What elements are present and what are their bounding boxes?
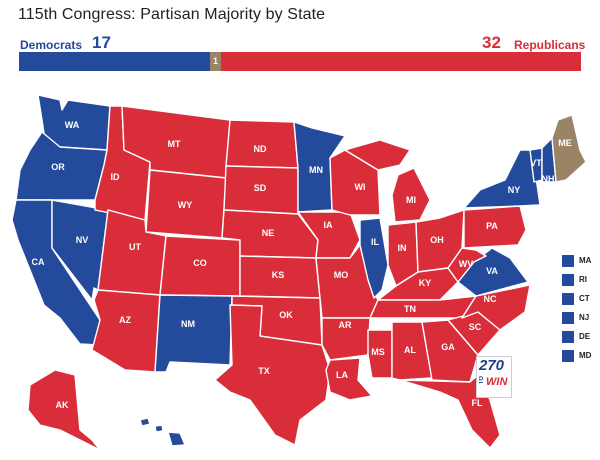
label-mo: MO	[334, 270, 349, 280]
label-mt: MT	[168, 139, 181, 149]
state-tn[interactable]	[369, 295, 477, 319]
state-ms[interactable]	[367, 329, 393, 379]
label-il: IL	[371, 237, 380, 247]
label-ny: NY	[508, 185, 521, 195]
label-tx: TX	[258, 366, 270, 376]
label-az: AZ	[119, 315, 131, 325]
state-ak[interactable]	[27, 369, 101, 451]
label-wa: WA	[65, 120, 80, 130]
label-oh: OH	[430, 235, 444, 245]
label-ut: UT	[129, 242, 141, 252]
small-state-box-md[interactable]	[561, 349, 575, 363]
label-fl: FL	[472, 398, 483, 408]
small-state-label-ri: RI	[579, 275, 587, 284]
republican-bar-segment	[221, 52, 581, 71]
small-state-label-ma: MA	[579, 256, 592, 265]
label-wy: WY	[178, 200, 193, 210]
label-hi: HI	[166, 444, 175, 454]
label-ga: GA	[441, 342, 455, 352]
state-me[interactable]	[551, 114, 587, 183]
label-id: ID	[111, 172, 121, 182]
state-az[interactable]	[91, 289, 161, 373]
label-ia: IA	[324, 220, 334, 230]
small-state-label-de: DE	[579, 332, 591, 341]
270towin-logo[interactable]: 270 TO WIN	[476, 356, 512, 398]
map-title: 115th Congress: Partisan Majority by Sta…	[18, 6, 326, 23]
logo-to: TO	[479, 376, 485, 385]
logo-number: 270	[479, 357, 505, 374]
state-wv[interactable]	[447, 247, 487, 283]
label-mn: MN	[309, 165, 323, 175]
small-state-box-nj[interactable]	[561, 311, 575, 325]
small-state-box-de[interactable]	[561, 330, 575, 344]
label-vt: VT	[530, 158, 542, 168]
small-state-label-nj: NJ	[579, 313, 590, 322]
state-mi[interactable]	[344, 139, 431, 223]
label-mi: MI	[406, 195, 416, 205]
state-tx[interactable]	[214, 304, 331, 446]
label-al: AL	[404, 345, 416, 355]
label-ak: AK	[56, 400, 69, 410]
small-state-box-ri[interactable]	[561, 273, 575, 287]
tie-count: 1	[212, 56, 218, 66]
label-wi: WI	[355, 182, 366, 192]
label-nm: NM	[181, 319, 195, 329]
small-state-box-ct[interactable]	[561, 292, 575, 306]
state-fl[interactable]	[399, 374, 501, 449]
label-sd: SD	[254, 183, 267, 193]
label-in: IN	[398, 243, 407, 253]
label-ms: MS	[371, 347, 385, 357]
logo-win: WIN	[486, 376, 508, 388]
label-ar: AR	[339, 320, 352, 330]
label-or: OR	[51, 162, 65, 172]
label-nd: ND	[254, 144, 267, 154]
state-al[interactable]	[391, 321, 433, 381]
democrats-count: 17	[92, 33, 111, 52]
state-ny[interactable]	[463, 149, 541, 209]
state-nm[interactable]	[154, 294, 233, 373]
label-ky: KY	[419, 278, 432, 288]
state-il[interactable]	[359, 217, 389, 299]
label-ok: OK	[279, 310, 293, 320]
label-ne: NE	[262, 228, 275, 238]
label-nh: NH	[542, 174, 555, 184]
label-ca: CA	[32, 257, 45, 267]
state-hi[interactable]	[139, 417, 186, 447]
label-nc: NC	[484, 294, 497, 304]
state-ga[interactable]	[421, 319, 479, 383]
label-tn: TN	[404, 304, 416, 314]
small-state-label-ct: CT	[579, 294, 590, 303]
label-pa: PA	[486, 221, 498, 231]
republicans-count: 32	[482, 33, 501, 52]
state-ar[interactable]	[321, 317, 371, 361]
democrats-label: Democrats	[20, 38, 83, 52]
label-ks: KS	[272, 270, 285, 280]
small-state-label-md: MD	[579, 351, 592, 360]
label-la: LA	[336, 370, 348, 380]
tie-bar-segment: 1	[210, 52, 221, 71]
label-wv: WV	[459, 259, 474, 269]
republicans-label: Republicans	[514, 38, 586, 52]
democrat-bar-segment	[19, 52, 210, 71]
label-nv: NV	[76, 235, 89, 245]
majority-bar: 1	[19, 52, 581, 71]
label-sc: SC	[469, 322, 482, 332]
small-state-box-ma[interactable]	[561, 254, 575, 268]
label-me: ME	[558, 138, 572, 148]
state-la[interactable]	[325, 357, 373, 401]
label-va: VA	[486, 266, 498, 276]
label-co: CO	[193, 258, 207, 268]
